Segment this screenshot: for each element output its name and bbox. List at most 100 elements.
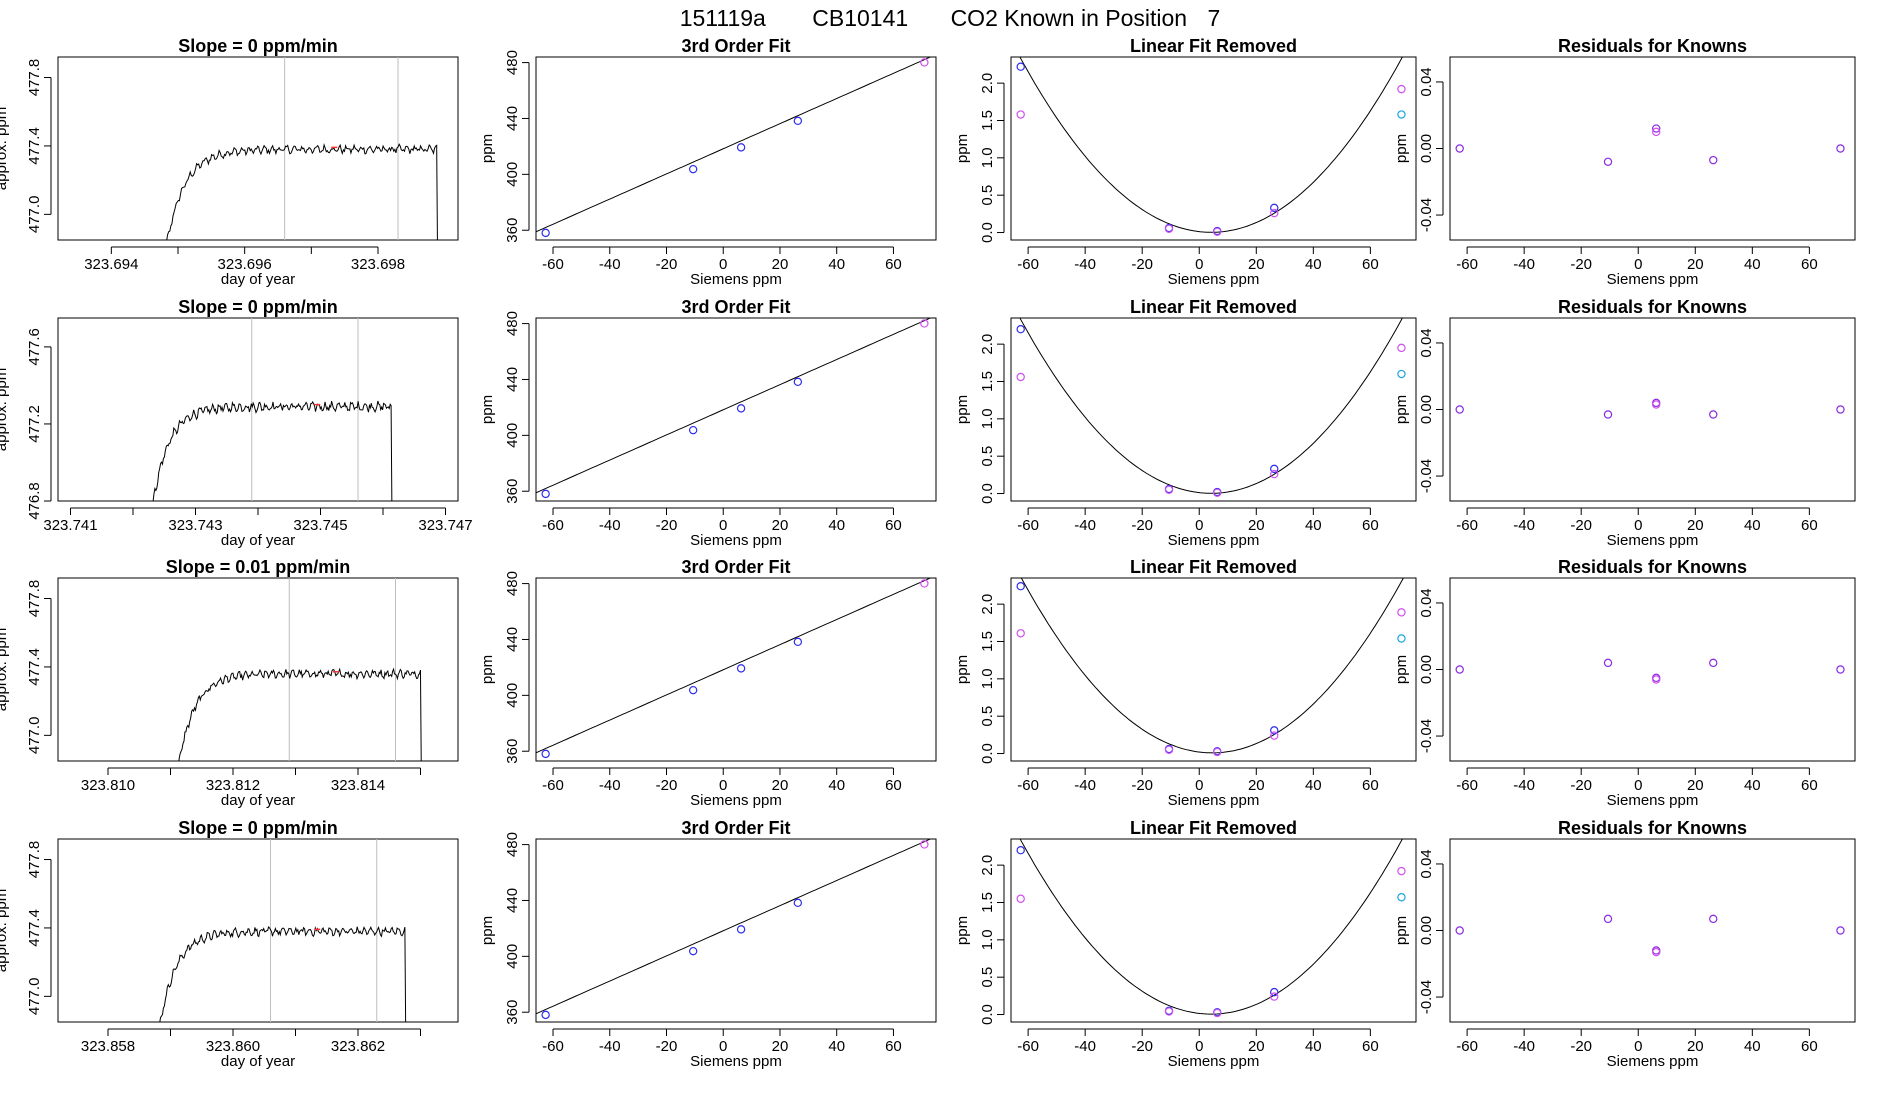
x-tick-label: 20 [772,517,789,534]
data-point [1397,608,1406,617]
y-tick-label: 480 [504,571,521,596]
x-tick-label: 40 [828,517,845,534]
data-point [541,228,550,238]
row2-timeseries: Slope = 0 ppm/min 323.741 323.743 323.745 32… [0,297,473,549]
data-point [1455,926,1464,935]
x-tick-label: -20 [656,1038,678,1055]
y-tick-label: 400 [504,944,521,969]
x-tick-label: 40 [1744,777,1761,794]
x-tick-label: -60 [1456,1038,1478,1055]
x-tick-label: -40 [599,256,621,273]
data-point [1397,369,1406,379]
panel-title: Slope = 0 ppm/min [178,36,338,56]
x-tick-label: 0 [719,517,727,534]
x-tick-label: 0 [1634,1038,1642,1055]
x-tick-label: 0 [1195,777,1203,794]
x-tick-label: 60 [1362,256,1379,273]
x-tick-label: 20 [1687,1038,1704,1055]
x-axis-label: day of year [221,532,295,549]
x-axis-label: Siemens ppm [1607,792,1699,809]
x-tick-label: 60 [1801,777,1818,794]
x-tick-label: -60 [1017,517,1039,534]
panel-grid: Slope = 0 ppm/min 323.694 323.696 323.698 da… [0,36,1856,1070]
x-tick-label: 40 [1744,517,1761,534]
row1-timeseries: Slope = 0 ppm/min 323.694 323.696 323.698 da… [0,36,459,288]
data-point [688,164,698,174]
plot-data [536,839,932,1020]
y-tick-label: 0.04 [1418,588,1435,617]
x-tick-label: 20 [1248,1038,1265,1055]
plot-data [1455,914,1845,957]
x-axis-label: Siemens ppm [1168,532,1260,549]
data-point [1709,914,1718,924]
y-tick-label: 440 [504,888,521,913]
y-tick-label: 480 [504,832,521,857]
data-point [1397,84,1406,94]
x-tick-label: 0 [719,777,727,794]
y-tick-label: 1.5 [979,631,996,652]
y-tick-label: 360 [504,1000,521,1025]
x-tick-label: 40 [828,1038,845,1055]
row4-fit: 3rd Order Fit -60 -40 -20 0 20 40 60 Siemens ppm… [479,818,937,1070]
x-axis-label: Siemens ppm [690,271,782,288]
y-axis-label: ppm [954,916,971,945]
data-point [541,489,550,499]
data-point [541,1010,550,1020]
x-tick-label: 40 [1305,777,1322,794]
data-point [1603,410,1613,419]
data-point [1016,629,1025,638]
row2-linear-removed: Linear Fit Removed -60 -40 -20 0 20 40 60 Siemen… [954,297,1417,549]
y-tick-label: 0.00 [1418,134,1435,163]
data-point [920,319,929,328]
data-point [1016,582,1025,591]
panel-title: Linear Fit Removed [1130,297,1297,317]
x-tick-label: -20 [1570,777,1592,794]
x-tick-label: 20 [1248,256,1265,273]
x-tick-label: -40 [599,777,621,794]
x-tick-label: 323.745 [293,517,347,534]
x-tick-label: -20 [656,517,678,534]
plot-frame [1449,838,1856,1023]
plot-data [178,578,422,761]
x-tick-label: 60 [1362,517,1379,534]
figure-title-position: 7 [1207,5,1220,31]
x-tick-label: 40 [1305,1038,1322,1055]
row3-timeseries: Slope = 0.01 ppm/min 323.810 323.812 323.81… [0,557,459,809]
plot-frame [1449,56,1856,241]
x-tick-label: -40 [1513,1038,1535,1055]
x-tick-label: 323.741 [43,517,97,534]
x-tick-label: -40 [599,1038,621,1055]
plot-frame [1449,577,1856,762]
x-tick-label: 323.698 [351,256,405,273]
data-point [1397,343,1406,353]
y-tick-label: -0.04 [1418,980,1435,1014]
plot-frame [57,56,459,241]
data-point [736,143,746,152]
y-tick-label: 477.8 [26,580,43,618]
data-point [1016,62,1025,71]
plot-frame [1010,838,1417,1023]
x-axis-label: Siemens ppm [690,792,782,809]
data-point [1213,747,1222,757]
y-axis-label: ppm [479,134,496,163]
y-tick-label: 476.8 [26,482,43,520]
y-tick-label: 400 [504,423,521,448]
plot-data [536,318,932,499]
panel-title: 3rd Order Fit [681,297,790,317]
fit-curve [1019,57,1403,233]
data-point [1213,488,1222,497]
data-point [736,925,746,934]
x-tick-label: -60 [1017,777,1039,794]
x-axis-label: day of year [221,792,295,809]
x-tick-label: 60 [1801,1038,1818,1055]
row4-linear-removed: Linear Fit Removed -60 -40 -20 0 20 40 60 Siemen… [954,818,1417,1070]
x-tick-label: 0 [1195,256,1203,273]
x-tick-label: -60 [542,777,564,794]
row4-residuals: Residuals for Knowns -60 -40 -20 0 20 40 60 Siem… [1393,818,1856,1070]
y-tick-label: 0.5 [979,706,996,727]
x-tick-label: 20 [772,777,789,794]
y-axis-label: ppm [1393,916,1410,945]
x-tick-label: 60 [885,777,902,794]
data-point [920,840,929,849]
